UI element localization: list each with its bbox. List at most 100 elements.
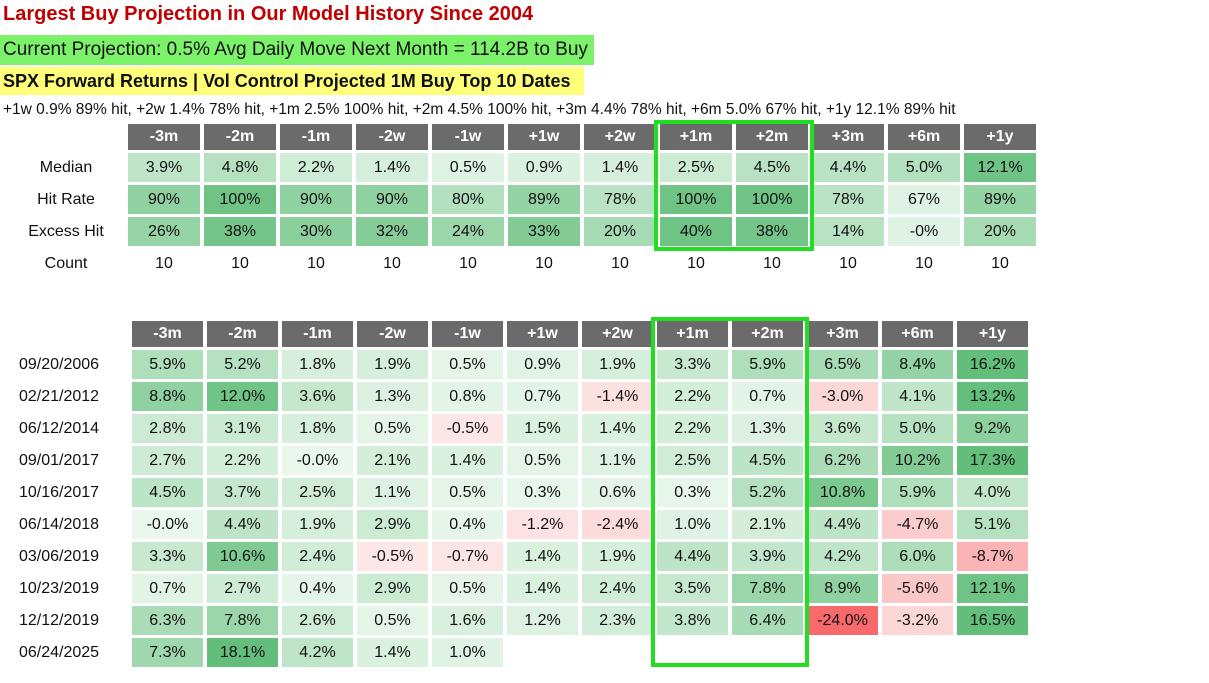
summary-header-2m: +2m [736,124,808,150]
dates-row: 02/21/2012 8.8% 12.0% 3.6% 1.3% 0.8% 0.7% -1.4%… [8,382,1028,411]
summary-corner [8,124,124,150]
dates-header-3m: +3m [807,321,878,347]
summary-cell-2w: 1.4% [584,153,656,182]
summary-cell-6m: 5.0% [888,153,960,182]
dates-row-label: 06/14/2018 [19,515,100,533]
dates-header-1w: +1w [507,321,578,347]
dates-cell-3m: 2.8% [132,414,203,443]
summary-header-2w: +2w [584,124,656,150]
dates-cell-2w: -2.4% [582,510,653,539]
dates-cell-1w: 0.5% [432,478,503,507]
dates-cell-2w: 0.5% [357,414,428,443]
summary-header-3m: -3m [128,124,200,150]
dates-cell-1m: 1.8% [282,414,353,443]
table-heading: SPX Forward Returns | Vol Control Projec… [0,67,585,95]
summary-row: Hit Rate 90% 100% 90% 90% 80% 89% 78% 100% 100% 78… [8,185,1036,214]
dates-cell-1y: 17.3% [957,446,1028,475]
dates-header-3m: -3m [132,321,203,347]
dates-cell-2m: 7.8% [732,574,803,603]
top-dates-table: -3m -2m -1m -2w -1w +1w +2w +1m +2m +3m +6m +1y 09/… [4,318,1032,670]
summary-cell-3m: 78% [812,185,884,214]
dates-row-label: 06/24/2025 [19,643,100,661]
summary-cell-3m: 26% [128,217,200,246]
dates-cell-2w: 2.9% [357,510,428,539]
dates-cell-1w: 0.5% [432,574,503,603]
dates-row: 09/20/2006 5.9% 5.2% 1.8% 1.9% 0.5% 0.9% 1.9% 3.… [8,350,1028,379]
dates-cell-1w: 0.4% [432,510,503,539]
summary-cell-1m: 2.5% [660,153,732,182]
summary-cell-3m: 3.9% [128,153,200,182]
summary-cell-1y: 89% [964,185,1036,214]
dates-cell-1m: 0.3% [657,478,728,507]
dates-row-label: 12/12/2019 [19,611,100,629]
summary-cell-1m: 40% [660,217,732,246]
dates-cell-1w [507,638,578,667]
dates-cell-1m: 0.4% [282,574,353,603]
summary-row-label: Hit Rate [37,190,95,208]
summary-cell-3m: 10 [155,254,173,272]
dates-row-label: 02/21/2012 [19,387,100,405]
dates-header-6m: +6m [882,321,953,347]
dates-cell-1w: 1.4% [507,574,578,603]
dates-cell-3m: -24.0% [807,606,878,635]
summary-cell-1m: 2.2% [280,153,352,182]
dates-cell-1m: 2.2% [657,414,728,443]
summary-cell-1w: 80% [432,185,504,214]
dates-cell-2m: 4.4% [207,510,278,539]
dates-row-label: 10/23/2019 [19,579,100,597]
dates-cell-1m: 1.0% [657,510,728,539]
dates-cell-1m: 1.8% [282,350,353,379]
dates-cell-3m: -3.0% [807,382,878,411]
dates-cell-1y: 9.2% [957,414,1028,443]
dates-cell-1w: 1.6% [432,606,503,635]
summary-cell-3m: 14% [812,217,884,246]
dates-cell-6m: 8.4% [882,350,953,379]
dates-cell-3m: 10.8% [807,478,878,507]
summary-cell-1w: 10 [459,254,477,272]
dates-cell-2m: 6.4% [732,606,803,635]
dates-cell-1m [657,638,728,667]
dates-cell-2w: 2.3% [582,606,653,635]
dates-cell-6m [882,638,953,667]
dates-cell-1m: 4.4% [657,542,728,571]
dates-row-label: 09/01/2017 [19,451,100,469]
dates-cell-2m: 3.7% [207,478,278,507]
summary-cell-1w: 10 [535,254,553,272]
dates-header-1y: +1y [957,321,1028,347]
dates-cell-1y: 16.5% [957,606,1028,635]
summary-cell-1m: 10 [307,254,325,272]
summary-header-1w: -1w [432,124,504,150]
dates-cell-1w: 1.4% [432,446,503,475]
dates-cell-1w: 1.2% [507,606,578,635]
summary-cell-1w: 0.5% [432,153,504,182]
dates-cell-2m: 2.2% [207,446,278,475]
dates-corner [8,321,128,347]
dates-cell-2m [732,638,803,667]
summary-cell-1w: 0.9% [508,153,580,182]
dates-cell-3m: 6.3% [132,606,203,635]
summary-cell-1m: 90% [280,185,352,214]
dates-row: 06/14/2018 -0.0% 4.4% 1.9% 2.9% 0.4% -1.2% -2.4… [8,510,1028,539]
dates-cell-1m: 2.5% [282,478,353,507]
dates-row-label: 10/16/2017 [19,483,100,501]
dates-row: 09/01/2017 2.7% 2.2% -0.0% 2.1% 1.4% 0.5% 1.1% 2… [8,446,1028,475]
dates-cell-3m: 6.5% [807,350,878,379]
dates-cell-6m: -3.2% [882,606,953,635]
dates-cell-6m: 4.1% [882,382,953,411]
summary-cell-2w: 10 [383,254,401,272]
dates-cell-2w: 0.5% [357,606,428,635]
dates-cell-3m: 8.9% [807,574,878,603]
summary-cell-2m: 100% [204,185,276,214]
dates-cell-3m: 2.7% [132,446,203,475]
summary-cell-1w: 33% [508,217,580,246]
summary-header-1m: +1m [660,124,732,150]
dates-cell-3m: -0.0% [132,510,203,539]
dates-cell-2w: 1.1% [582,446,653,475]
dates-header-2w: -2w [357,321,428,347]
dates-cell-1m: -0.0% [282,446,353,475]
summary-cell-2w: 1.4% [356,153,428,182]
summary-cell-1y: 12.1% [964,153,1036,182]
dates-cell-1w: 0.9% [507,350,578,379]
dates-cell-3m [807,638,878,667]
dates-row: 06/12/2014 2.8% 3.1% 1.8% 0.5% -0.5% 1.5% 1.4% 2… [8,414,1028,443]
